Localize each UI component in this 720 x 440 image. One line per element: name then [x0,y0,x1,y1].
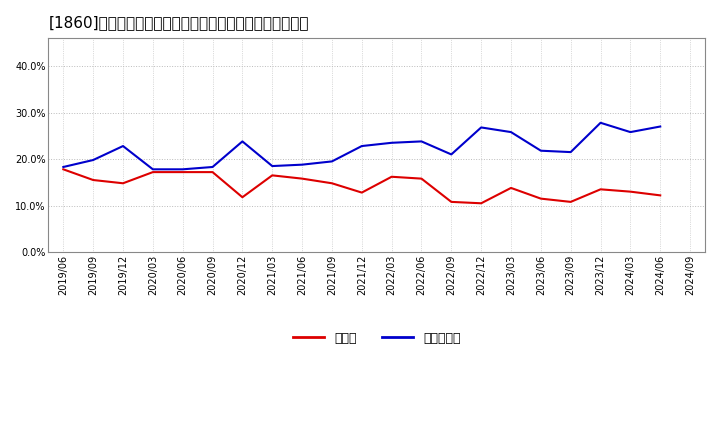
Legend: 現達金, 有利子負債: 現達金, 有利子負債 [288,327,465,350]
Text: [1860]　現達金、有利子負債の総資産に対する比率の推移: [1860] 現達金、有利子負債の総資産に対する比率の推移 [48,15,309,30]
